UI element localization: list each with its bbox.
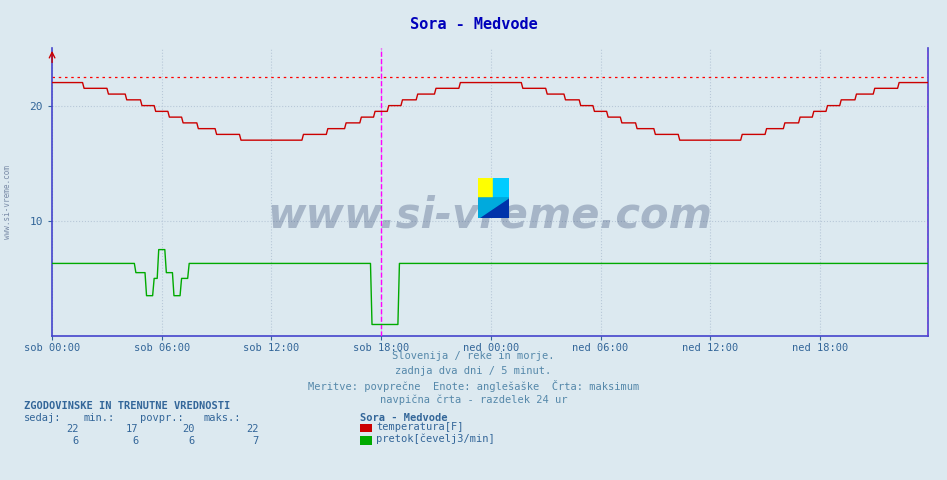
Text: 22: 22	[66, 423, 79, 433]
Text: Meritve: povprečne  Enote: anglešaške  Črta: maksimum: Meritve: povprečne Enote: anglešaške Črt…	[308, 380, 639, 392]
Text: 6: 6	[188, 436, 195, 446]
Text: min.:: min.:	[83, 413, 115, 423]
Bar	[478, 178, 493, 198]
Text: 7: 7	[252, 436, 259, 446]
Text: temperatura[F]: temperatura[F]	[376, 421, 463, 432]
Text: povpr.:: povpr.:	[140, 413, 184, 423]
Text: Sora - Medvode: Sora - Medvode	[360, 413, 447, 423]
Text: sedaj:: sedaj:	[24, 413, 62, 423]
Polygon shape	[478, 198, 509, 218]
Text: 6: 6	[72, 436, 79, 446]
Text: 6: 6	[132, 436, 138, 446]
Text: 17: 17	[126, 423, 138, 433]
Text: www.si-vreme.com: www.si-vreme.com	[3, 165, 12, 239]
Text: maks.:: maks.:	[204, 413, 241, 423]
Text: pretok[čevelj3/min]: pretok[čevelj3/min]	[376, 433, 494, 444]
Bar	[493, 178, 509, 198]
Text: navpična črta - razdelek 24 ur: navpična črta - razdelek 24 ur	[380, 395, 567, 405]
Text: Sora - Medvode: Sora - Medvode	[410, 17, 537, 32]
Polygon shape	[478, 198, 509, 218]
Text: 22: 22	[246, 423, 259, 433]
Text: www.si-vreme.com: www.si-vreme.com	[268, 194, 712, 236]
Text: Slovenija / reke in morje.: Slovenija / reke in morje.	[392, 351, 555, 361]
Text: ZGODOVINSKE IN TRENUTNE VREDNOSTI: ZGODOVINSKE IN TRENUTNE VREDNOSTI	[24, 401, 230, 411]
Text: 20: 20	[183, 423, 195, 433]
Text: zadnja dva dni / 5 minut.: zadnja dva dni / 5 minut.	[396, 366, 551, 376]
